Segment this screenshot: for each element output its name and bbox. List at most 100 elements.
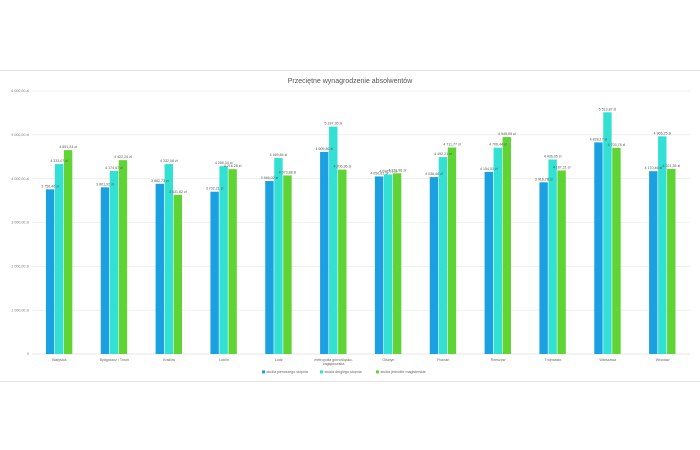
bar <box>338 169 347 354</box>
data-label: 4 703,78 zł <box>608 143 626 147</box>
bar-chart: Przeciętne wynagrodzenie absolwentów 0 1 … <box>11 78 690 374</box>
bar <box>118 160 128 354</box>
data-label: 3 801,92 zł <box>96 182 114 186</box>
bar <box>484 171 493 354</box>
data-label: 4 096,01 zł <box>379 169 397 173</box>
x-category-label: metropolia górnośląsko-zagłębiowska <box>314 358 353 366</box>
x-category-label: Wrocław <box>656 358 670 362</box>
x-category-label: Warszawa <box>599 358 616 362</box>
bar <box>109 171 119 354</box>
data-label: 4 174,67 zł <box>105 166 123 170</box>
x-category-label: Lublin <box>219 358 229 362</box>
legend-entry: studia jednolite magisterskie <box>381 370 426 374</box>
bar <box>164 164 173 354</box>
y-tick-label: 0 <box>27 352 29 356</box>
data-label: 4 332,08 zł <box>160 159 178 163</box>
bars <box>45 112 676 354</box>
legend-swatch <box>376 370 379 374</box>
x-category-label: Poznań <box>437 358 449 362</box>
y-axis-ticks: 0 1 000,00 zł 2 000,00 zł 3 000,00 zł 4 000,… <box>11 89 29 356</box>
bar <box>383 174 393 354</box>
legend-swatch <box>320 370 323 374</box>
bar <box>447 147 457 354</box>
data-label: 4 651,24 zł <box>59 145 77 149</box>
data-label: 4 609,86 zł <box>315 147 333 151</box>
bar <box>658 136 667 354</box>
y-tick-label: 3 000,00 zł <box>11 221 29 225</box>
x-category-label: Trójmiasto <box>545 358 562 362</box>
legend-swatch <box>262 370 265 374</box>
data-label: 3 882,73 zł <box>151 179 169 183</box>
y-tick-label: 6 000,00 zł <box>11 89 29 93</box>
y-tick-label: 4 000,00 zł <box>11 177 29 181</box>
data-label: 3 631,62 zł <box>169 190 187 194</box>
data-label: 4 436,05 zł <box>544 155 562 159</box>
bar <box>667 168 676 354</box>
data-label: 4 965,25 zł <box>653 131 671 135</box>
x-axis-categories: Białystok Bydgoszcz / Toruń Kraków Lublin Łó… <box>52 358 670 366</box>
bar <box>502 137 511 354</box>
chart-area: Przeciętne wynagrodzenie absolwentów 0 1 … <box>0 70 700 382</box>
bar <box>210 191 219 354</box>
bar <box>603 112 612 354</box>
bar <box>54 164 64 354</box>
y-tick-label: 1 000,00 zł <box>11 308 29 312</box>
data-label: 3 916,78 zł <box>535 177 553 181</box>
bar <box>320 151 329 354</box>
bar <box>429 177 439 354</box>
data-label: 3 756,46 zł <box>41 184 59 188</box>
bar <box>612 147 621 354</box>
bar <box>594 142 603 354</box>
data-label: 4 050,61 zł <box>370 171 388 175</box>
bar <box>45 189 55 354</box>
bar <box>219 166 228 354</box>
x-category-label: Bydgoszcz / Toruń <box>100 358 129 362</box>
data-label: 4 221,35 zł <box>662 164 680 168</box>
data-label: 4 170,46 zł <box>644 166 662 170</box>
bar <box>155 183 164 354</box>
data-label: 4 711,77 zł <box>443 142 461 146</box>
bar <box>438 157 448 354</box>
data-label: 4 206,36 zł <box>333 165 351 169</box>
bar <box>265 181 274 354</box>
bar <box>274 158 283 354</box>
gridlines <box>32 90 690 355</box>
bar <box>649 171 658 354</box>
data-labels: 3 756,46 zł 4 333,07 zł 4 651,24 zł 3 801,9… <box>41 107 680 194</box>
data-label: 4 828,17 zł <box>590 137 608 141</box>
data-label: 3 946,02 zł <box>261 176 279 180</box>
bar <box>548 159 557 354</box>
y-tick-label: 2 000,00 zł <box>11 265 29 269</box>
data-label: 4 216,28 zł <box>224 164 242 168</box>
data-label: 5 513,87 zł <box>599 107 617 111</box>
bar <box>100 187 110 354</box>
data-label: 4 036,46 zł <box>425 172 443 176</box>
data-label: 3 702,21 zł <box>206 187 224 191</box>
x-category-label: Kraków <box>163 358 175 362</box>
data-label: 4 492,21 zł <box>434 152 452 156</box>
bar <box>392 173 402 354</box>
x-category-label: Łódź <box>275 358 283 362</box>
data-label: 4 949,09 zł <box>498 132 516 136</box>
bar <box>374 176 384 354</box>
x-category-label: Rzeszów <box>491 358 506 362</box>
data-label: 4 706,44 zł <box>489 143 507 147</box>
chart-title: Przeciętne wynagrodzenie absolwentów <box>288 78 413 85</box>
data-label: 4 073,88 zł <box>279 170 297 174</box>
legend-entry: studia drugiego stopnia <box>325 370 362 374</box>
data-label: 4 187,21 zł <box>553 165 571 169</box>
data-label: 4 469,84 zł <box>270 153 288 157</box>
x-category-label: Olsztyn <box>382 358 394 362</box>
bar <box>557 170 566 354</box>
bar <box>493 147 502 354</box>
bar <box>228 169 237 354</box>
bar <box>173 194 182 354</box>
y-tick-label: 5 000,00 zł <box>11 133 29 137</box>
bar <box>329 126 338 354</box>
data-label: 4 121,96 zł <box>388 168 406 172</box>
legend-entry: studia pierwszego stopnia <box>267 370 308 374</box>
data-label: 4 154,51 zł <box>480 167 498 171</box>
data-label: 4 333,07 zł <box>50 159 68 163</box>
bar <box>539 182 548 354</box>
data-label: 4 422,24 zł <box>114 155 132 159</box>
